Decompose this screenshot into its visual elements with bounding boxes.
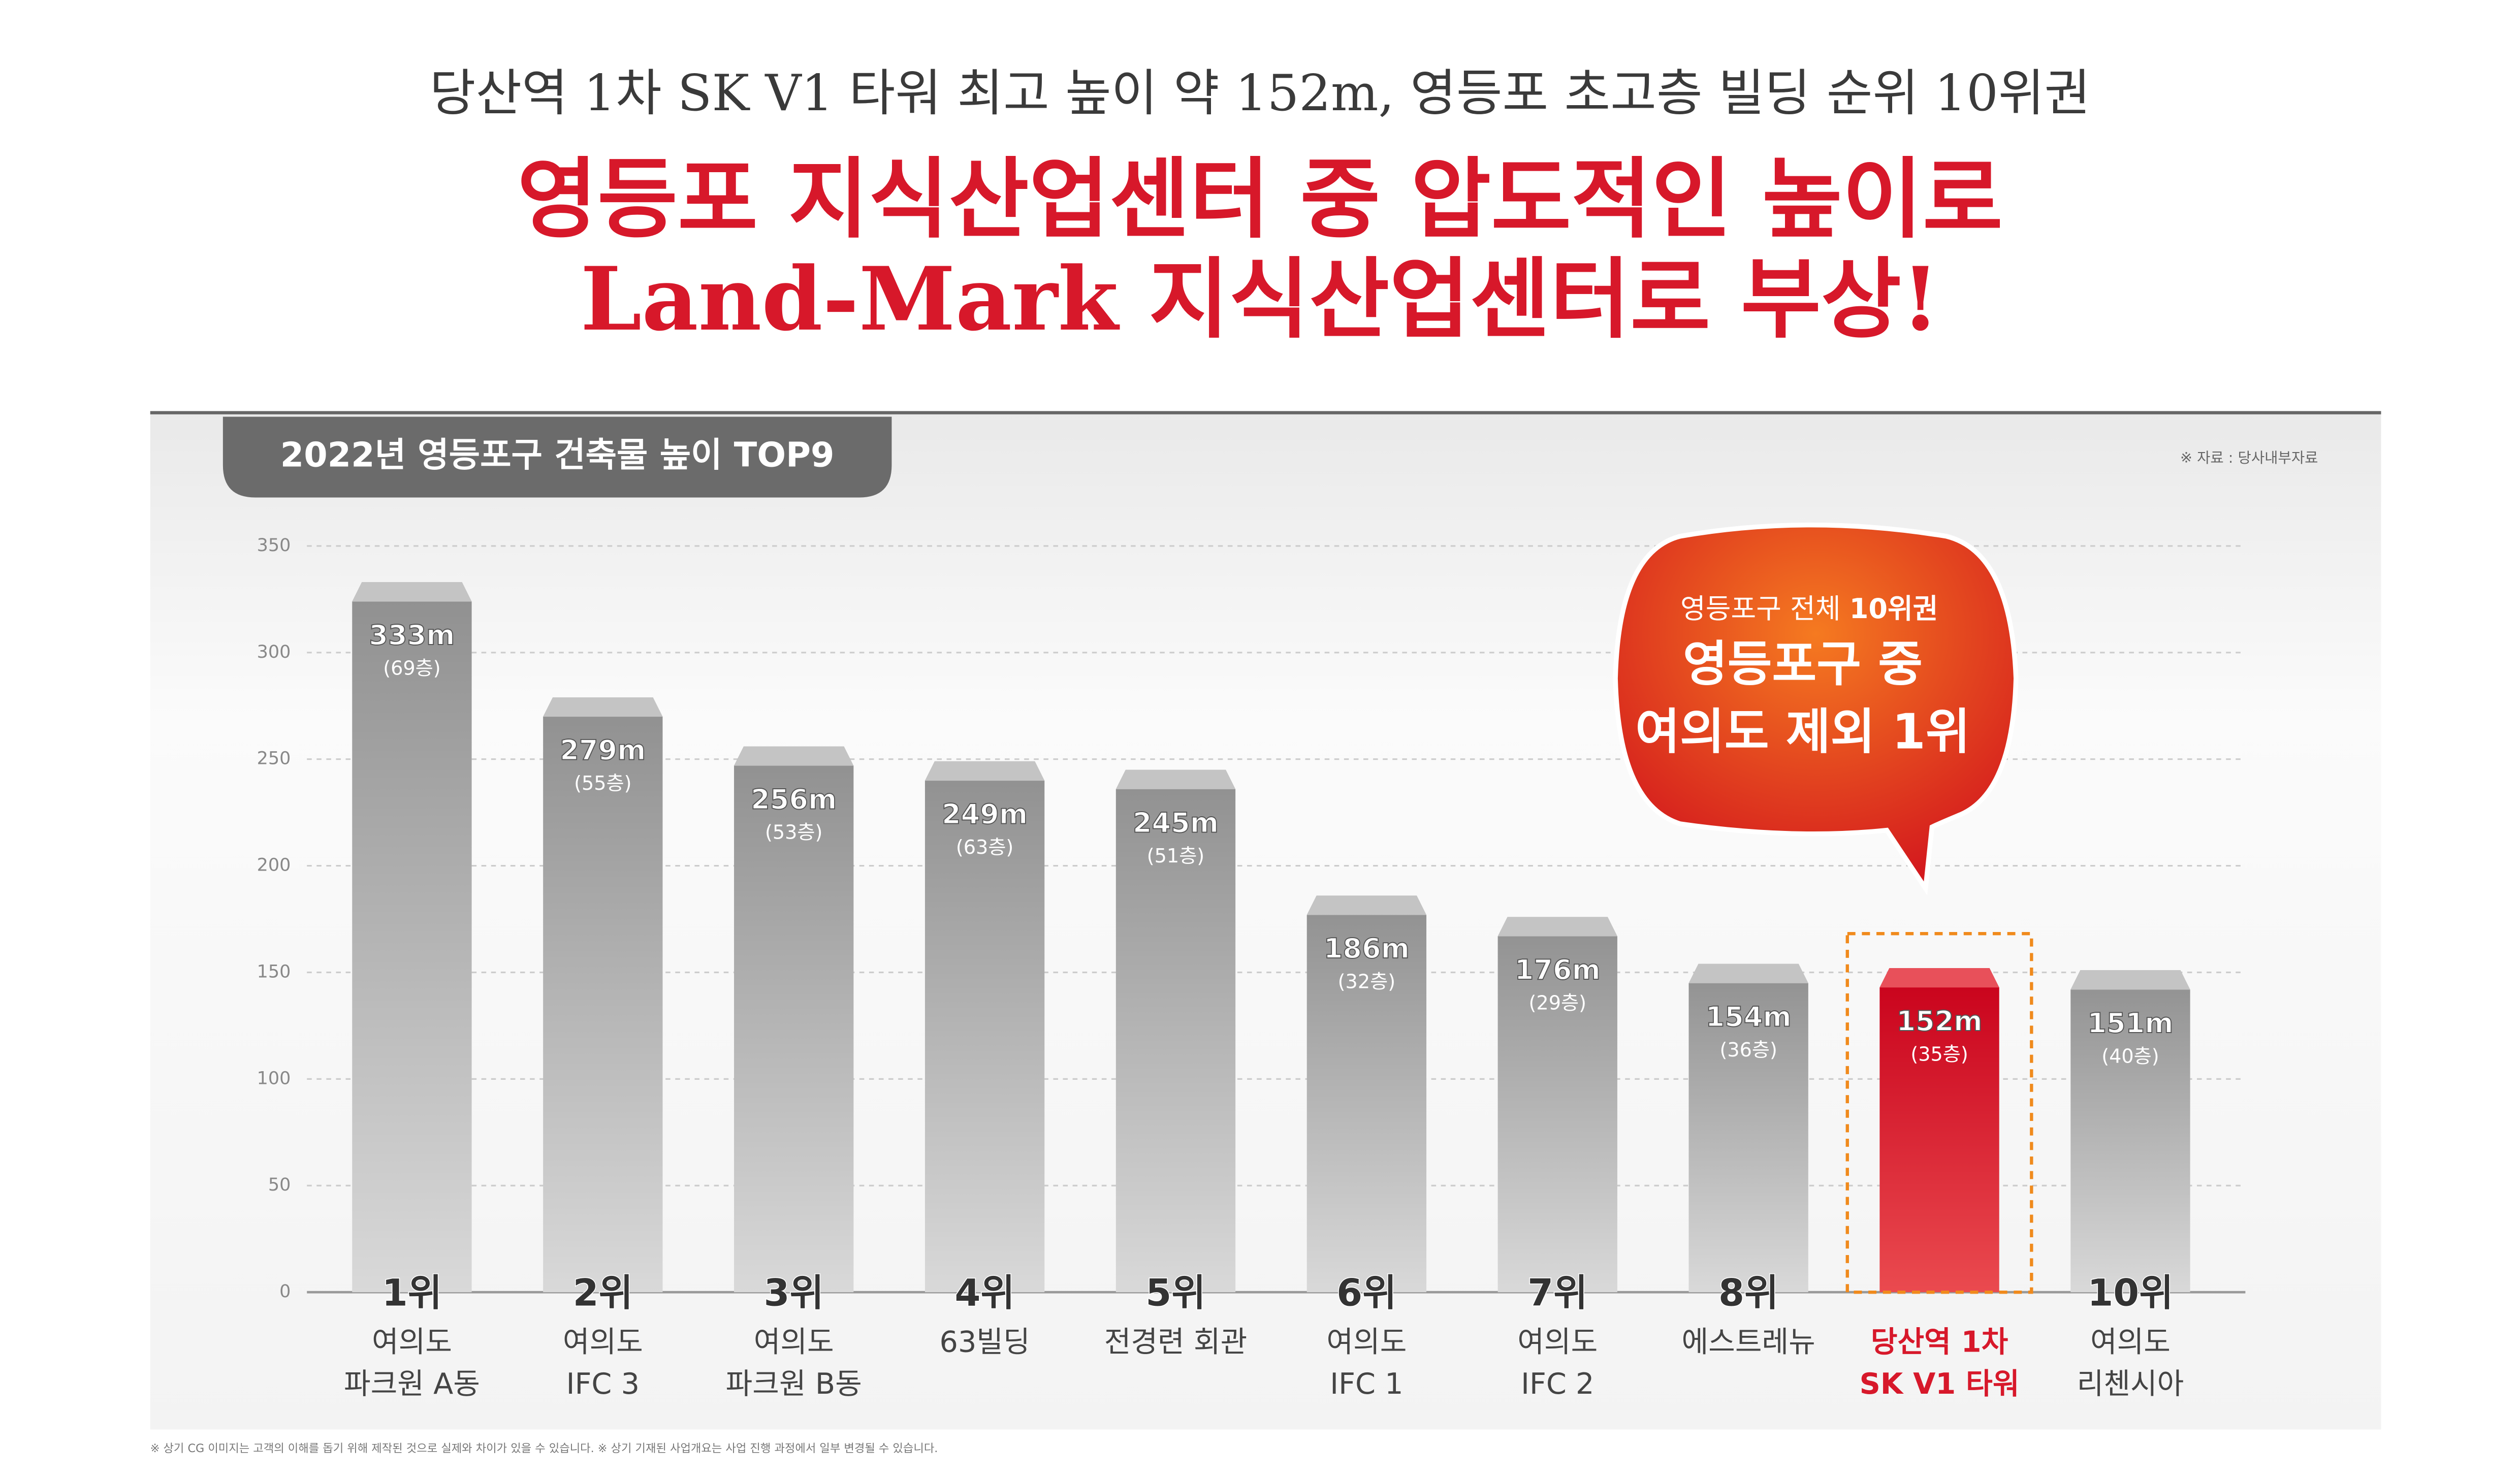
source: ※ 자료 : 당사내부자료 xyxy=(2180,449,2318,466)
x-tick-label: 여의도 xyxy=(2090,1326,2171,1359)
floor-label: (40층) xyxy=(2101,1045,2159,1068)
bar xyxy=(1879,968,1999,1293)
bar xyxy=(352,582,472,1293)
y-tick-label: 50 xyxy=(268,1175,291,1195)
floor-label: (32층) xyxy=(1338,971,1395,993)
value-label: 186m xyxy=(1324,933,1410,965)
callout-text: 10위권 xyxy=(1849,593,1938,625)
title: Land-Mark 지식산업센터로 부상! xyxy=(581,248,1940,350)
bar-cap xyxy=(2070,970,2190,990)
value-label: 176m xyxy=(1515,954,1601,986)
rank-label: 6위 xyxy=(1336,1272,1396,1315)
callout-line: 여의도 제외 1위 xyxy=(1635,703,1970,760)
bar xyxy=(1688,964,1808,1293)
title: 영등포 지식산업센터 중 압도적인 높이로 xyxy=(517,148,2003,250)
y-tick-label: 200 xyxy=(257,855,291,876)
bar-cap xyxy=(1306,895,1427,915)
x-tick-label: 63빌딩 xyxy=(940,1326,1030,1359)
value-label: 256m xyxy=(751,783,837,815)
x-tick-label: 리첸시아 xyxy=(2077,1367,2184,1401)
y-tick-label: 100 xyxy=(257,1068,291,1088)
callout-line: 영등포구 전체 10위권 xyxy=(1680,593,1938,625)
x-tick-label: IFC 1 xyxy=(1330,1367,1403,1401)
x-tick-label: 파크원 B동 xyxy=(726,1367,862,1401)
bar-cap xyxy=(1688,964,1808,983)
x-tick-label: 여의도 xyxy=(1517,1326,1598,1359)
bar-cap xyxy=(543,697,663,717)
bar xyxy=(2070,970,2190,1293)
bar-cap xyxy=(352,582,472,602)
floor-label: (29층) xyxy=(1529,992,1586,1014)
bar xyxy=(1306,895,1427,1293)
x-tick-label: 여의도 xyxy=(1326,1326,1407,1359)
value-label: 151m xyxy=(2087,1007,2173,1039)
x-tick-label: 여의도 xyxy=(372,1326,452,1359)
x-tick-label: 당산역 1차 xyxy=(1871,1326,2008,1359)
x-tick-label: 파크원 A동 xyxy=(344,1367,480,1401)
bar-cap xyxy=(1497,917,1617,937)
bar-cap xyxy=(1879,968,1999,988)
rank-label: 8위 xyxy=(1718,1272,1778,1315)
floor-label: (51층) xyxy=(1147,845,1204,867)
chart-title: 2022년 영등포구 건축물 높이 TOP9 xyxy=(280,435,835,475)
subtitle: 당산역 1차 SK V1 타워 최고 높이 약 152m, 영등포 초고층 빌딩… xyxy=(430,64,2090,122)
value-label: 333m xyxy=(369,619,455,651)
floor-label: (69층) xyxy=(383,657,440,680)
rank-label: 3위 xyxy=(764,1272,824,1315)
bar xyxy=(543,697,663,1293)
floor-label: (35층) xyxy=(1910,1043,1968,1065)
bar xyxy=(734,746,854,1293)
y-tick-label: 300 xyxy=(257,642,291,662)
floor-label: (55층) xyxy=(574,772,631,794)
rank-label: 10위 xyxy=(2087,1272,2173,1315)
x-tick-label: IFC 3 xyxy=(566,1367,640,1401)
bar-cap xyxy=(1115,769,1236,789)
x-tick-label: 여의도 xyxy=(754,1326,834,1359)
rank-label: 4위 xyxy=(955,1272,1015,1315)
panel xyxy=(150,411,2381,1430)
x-tick-label: SK V1 타워 xyxy=(1860,1367,2020,1401)
y-tick-label: 350 xyxy=(257,535,291,556)
value-label: 154m xyxy=(1706,1001,1792,1033)
y-tick-label: 0 xyxy=(279,1281,291,1302)
floor-label: (53층) xyxy=(765,821,822,844)
value-label: 279m xyxy=(560,734,646,766)
x-tick-label: 전경련 회관 xyxy=(1104,1326,1247,1359)
rank-label: 7위 xyxy=(1527,1272,1587,1315)
floor-label: (63층) xyxy=(956,836,1013,858)
rank-label: 5위 xyxy=(1145,1272,1205,1315)
value-label: 152m xyxy=(1896,1005,1982,1037)
y-tick-label: 150 xyxy=(257,961,291,982)
bar-cap xyxy=(734,746,854,766)
value-label: 249m xyxy=(942,798,1028,830)
x-tick-label: 여의도 xyxy=(563,1326,643,1359)
bar xyxy=(1497,917,1617,1293)
callout-bubble xyxy=(1613,522,2019,895)
bar-cap xyxy=(924,761,1045,781)
callout-line: 영등포구 중 xyxy=(1683,636,1923,692)
value-label: 245m xyxy=(1133,807,1219,839)
y-tick-label: 250 xyxy=(257,749,291,769)
rank-label: 2위 xyxy=(573,1272,633,1315)
bar xyxy=(1115,769,1236,1293)
bar xyxy=(924,761,1045,1293)
callout: 영등포구 전체 10위권 영등포구 중 여의도 제외 1위 xyxy=(1613,522,2019,895)
title-tab xyxy=(222,416,892,498)
floor-label: (36층) xyxy=(1719,1039,1777,1061)
x-tick-label: IFC 2 xyxy=(1521,1367,1594,1401)
rank-label: 1위 xyxy=(382,1272,442,1315)
x-tick-label: 에스트레뉴 xyxy=(1682,1326,1815,1359)
footnote: ※ 상기 CG 이미지는 고객의 이해를 돕기 위해 제작된 것으로 실제와 차… xyxy=(150,1442,938,1455)
callout-text: 영등포구 전체 xyxy=(1680,593,1849,625)
